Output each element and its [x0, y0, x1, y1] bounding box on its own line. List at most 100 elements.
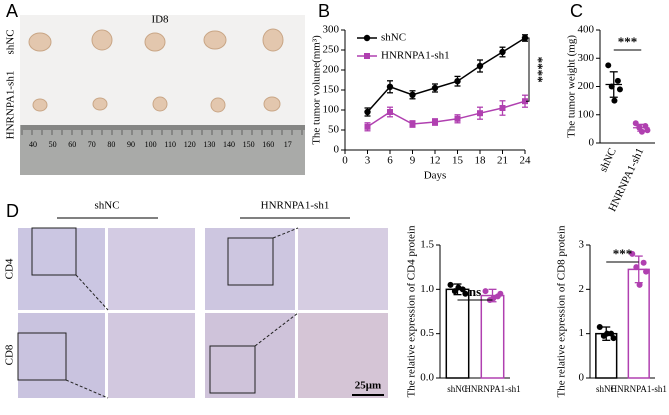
marker — [387, 109, 393, 115]
x-tick-label: HNRNPA1-sh1 — [611, 384, 667, 394]
marker — [454, 115, 461, 122]
y-axis-label: The relative expression of CD8 protein — [556, 225, 568, 397]
row-label: HNRNPA1-sh1 — [5, 71, 17, 140]
x-tick-label: 0 — [342, 155, 348, 167]
y-axis-label: The tumor volume(mm³) — [311, 35, 323, 145]
data-point — [604, 330, 611, 337]
x-tick-label: shNC — [596, 384, 617, 394]
data-point — [596, 324, 603, 331]
ruler-number: 160 — [262, 140, 274, 149]
y-tick-label: 400 — [578, 24, 595, 36]
ruler-number: 140 — [223, 140, 235, 149]
x-tick-label: 3 — [365, 155, 371, 167]
histology-images — [17, 217, 388, 399]
data-point — [447, 281, 454, 288]
x-tick-label: 9 — [410, 155, 416, 167]
y-tick-label: 0 — [334, 144, 340, 156]
data-point — [633, 264, 640, 271]
marker — [364, 123, 371, 130]
data-point — [636, 124, 643, 131]
annotation: *** — [613, 246, 633, 261]
marker — [454, 78, 461, 85]
ruler-number: 17 — [284, 140, 292, 149]
panel-label: C — [570, 1, 583, 21]
y-tick-label: 1.5 — [420, 239, 434, 251]
x-tick-label: 24 — [520, 155, 532, 167]
x-tick-label: 6 — [387, 155, 393, 167]
tumor-photo — [20, 15, 305, 175]
data-point — [644, 127, 651, 134]
ruler-number: 150 — [243, 140, 255, 149]
marker — [364, 108, 371, 116]
panel-label: A — [6, 1, 18, 21]
marker — [499, 48, 506, 56]
y-tick-label: 150 — [323, 84, 340, 96]
data-point — [608, 83, 615, 90]
data-point — [462, 290, 469, 297]
ruler-number: 80 — [107, 140, 115, 149]
y-tick-label: 1.0 — [420, 283, 434, 295]
series-line — [366, 37, 526, 113]
annotation: *** — [618, 34, 638, 49]
photo-title: ID8 — [151, 14, 169, 26]
y-tick-label: 50 — [328, 124, 340, 136]
bar — [480, 294, 505, 379]
data-point — [455, 284, 462, 291]
data-point — [629, 250, 636, 257]
y-tick-label: 1 — [579, 327, 585, 339]
legend-label: HNRNPA1-sh1 — [381, 50, 450, 62]
marker — [521, 34, 529, 42]
data-point — [632, 120, 639, 127]
bar — [445, 288, 470, 379]
y-tick-label: 100 — [323, 104, 340, 116]
annotation: **** — [531, 57, 546, 83]
data-point — [497, 290, 504, 297]
ruler-number: 50 — [49, 140, 57, 149]
ruler-number: 120 — [184, 140, 196, 149]
y-tick-label: 2 — [579, 283, 585, 295]
marker — [431, 84, 439, 92]
x-axis-label: Days — [424, 170, 447, 182]
annotation-bracket — [526, 37, 530, 102]
data-point — [643, 268, 650, 275]
y-tick-label: 300 — [323, 24, 340, 36]
data-point — [611, 97, 618, 104]
row-label: CD4 — [4, 258, 16, 279]
marker — [477, 110, 483, 117]
marker — [409, 91, 416, 99]
x-tick-label: 18 — [475, 155, 487, 167]
ruler-number: 100 — [145, 140, 157, 149]
y-tick-label: 100 — [578, 108, 595, 120]
row-label: CD8 — [4, 344, 16, 365]
marker — [432, 119, 438, 125]
marker — [476, 62, 484, 70]
y-tick-label: 200 — [323, 64, 340, 76]
ruler-number: 130 — [203, 140, 215, 149]
x-tick-label: 21 — [497, 155, 508, 167]
annotation: ns — [469, 284, 481, 299]
marker — [522, 98, 528, 105]
x-tick-label: HNRNPA1-sh1 — [464, 384, 520, 394]
y-tick-label: 0.5 — [420, 327, 434, 339]
x-tick-label: shNC — [597, 146, 618, 174]
marker — [499, 105, 506, 111]
series-line — [367, 100, 526, 128]
y-axis-label: The tumor weight (mg) — [566, 35, 578, 138]
column-label: shNC — [94, 200, 119, 212]
panel-label: B — [318, 1, 330, 21]
data-point — [610, 335, 617, 342]
ruler-number: 40 — [29, 140, 37, 149]
ruler-number: 60 — [68, 140, 76, 149]
ruler-number: 90 — [127, 140, 135, 149]
y-tick-label: 0 — [589, 137, 595, 149]
row-label: shNC — [5, 29, 17, 54]
y-tick-label: 3 — [579, 239, 585, 251]
data-point — [614, 77, 621, 84]
y-tick-label: 300 — [578, 52, 595, 64]
data-point — [638, 128, 645, 135]
legend-marker — [363, 34, 371, 42]
y-tick-label: 0.0 — [420, 372, 434, 384]
data-point — [605, 62, 612, 69]
scale-bar-label: 25μm — [355, 380, 381, 392]
